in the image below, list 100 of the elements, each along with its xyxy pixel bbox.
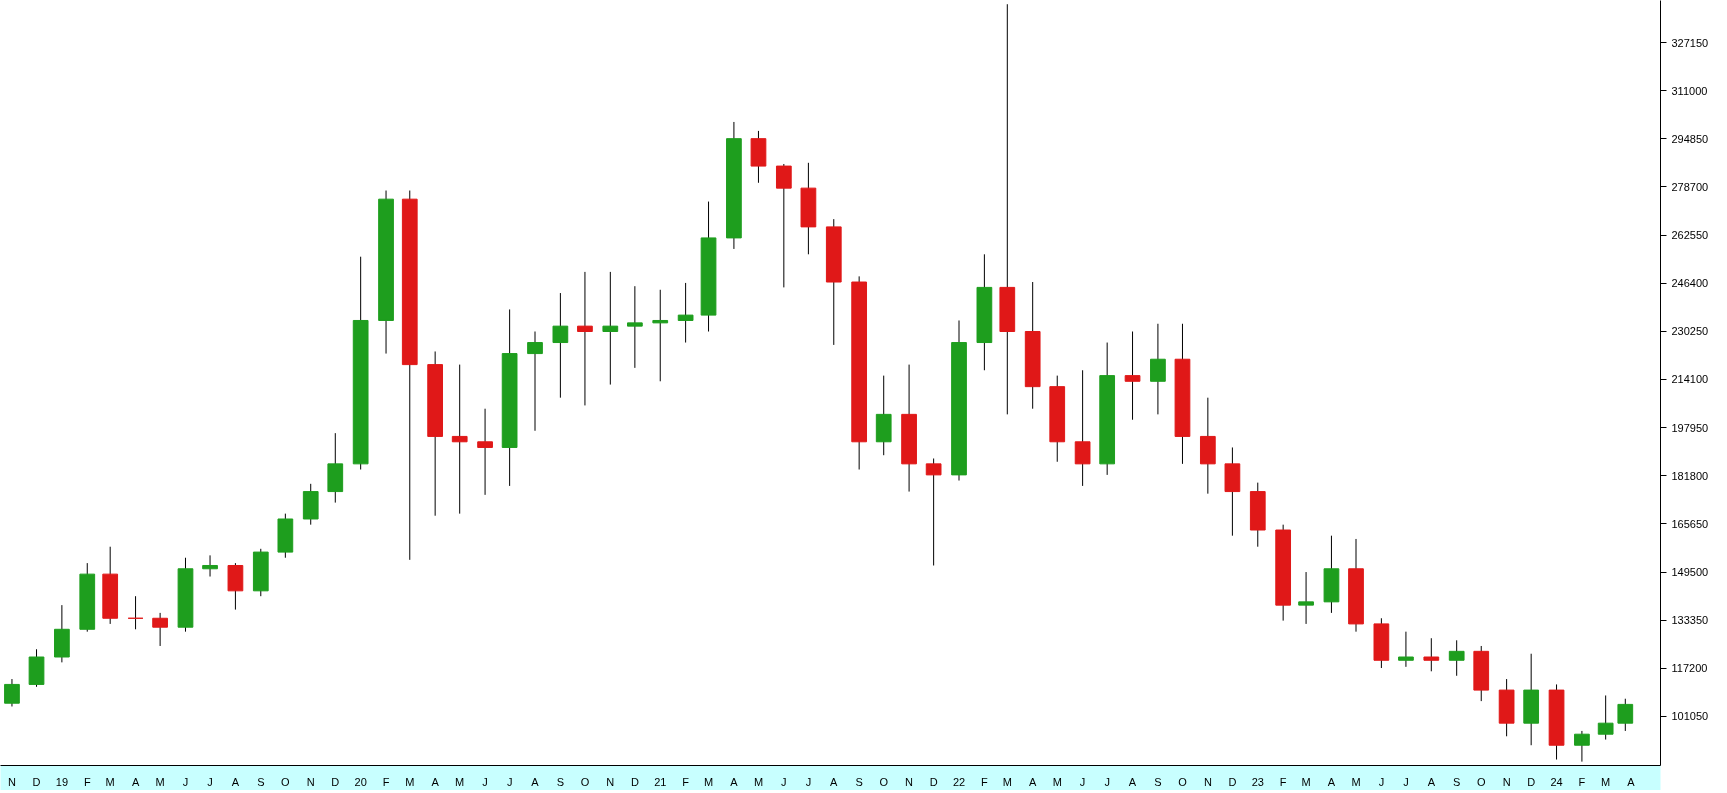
candlestick	[527, 331, 543, 432]
candlestick	[552, 292, 569, 399]
x-tick-label: N	[306, 775, 315, 788]
y-tick-label: 311000	[1671, 84, 1708, 97]
x-tick-label: N	[7, 775, 16, 788]
y-tick-label: 181800	[1671, 469, 1709, 482]
x-tick-label: M	[703, 775, 714, 788]
candlestick	[477, 408, 493, 496]
x-tick-label: F	[83, 775, 91, 788]
x-tick-label: F	[1578, 775, 1586, 788]
candlestick	[999, 3, 1016, 415]
x-tick-label: 21	[654, 775, 667, 788]
x-tick-label: A	[1029, 775, 1038, 788]
x-tick-label: J	[781, 775, 787, 788]
candlestick	[152, 612, 168, 647]
y-tick-label: 197950	[1671, 421, 1709, 434]
candlestick	[1124, 331, 1141, 421]
candlestick	[1448, 639, 1465, 677]
x-tick-label: D	[929, 775, 938, 788]
x-tick-label: 23	[1251, 775, 1264, 788]
x-tick-label: O	[879, 775, 889, 788]
x-tick-label: J	[182, 775, 189, 788]
x-tick-label: D	[331, 775, 340, 788]
x-tick-label: S	[556, 775, 565, 788]
x-tick-label: 19	[55, 775, 69, 788]
x-tick-label: J	[482, 775, 488, 788]
candlestick	[451, 364, 468, 515]
x-tick-label: J	[1378, 775, 1385, 788]
x-tick-label: N	[1203, 775, 1212, 788]
x-tick-label: F	[382, 775, 390, 788]
x-tick-label: F	[1279, 775, 1287, 788]
candlestick	[1617, 698, 1634, 732]
candlestick	[1574, 730, 1590, 763]
x-tick-label: M	[1351, 775, 1361, 788]
x-tick-label: S	[1453, 775, 1461, 788]
x-tick-label: M	[1301, 775, 1311, 788]
x-tick-label: J	[506, 775, 513, 788]
candlestick	[1423, 637, 1440, 672]
candlestick	[4, 678, 20, 707]
x-tick-label: D	[1527, 775, 1536, 788]
x-tick-label: O	[1178, 775, 1188, 788]
x-tick-label: S	[855, 775, 863, 788]
x-tick-label: M	[105, 775, 115, 788]
x-tick-label: D	[32, 775, 41, 788]
x-tick-label: 20	[354, 775, 367, 788]
x-tick-label: D	[1228, 775, 1237, 788]
x-tick-label: O	[281, 775, 291, 788]
y-tick-label: 133350	[1671, 614, 1709, 627]
x-tick-label: A	[231, 775, 240, 788]
x-tick-label: 24	[1550, 775, 1563, 788]
x-tick-label: N	[1502, 775, 1511, 788]
x-tick-label: M	[455, 775, 465, 788]
y-tick-label: 165650	[1671, 517, 1709, 530]
x-tick-label: A	[531, 775, 540, 788]
x-tick-label: A	[1427, 775, 1436, 788]
x-tick-label: M	[1052, 775, 1062, 788]
x-tick-label: M	[753, 775, 764, 788]
candlestick	[1150, 323, 1166, 415]
x-tick-label: F	[981, 775, 989, 788]
x-tick-label: J	[1104, 775, 1110, 788]
y-tick-label: 262550	[1671, 229, 1709, 242]
x-tick-label: A	[1627, 775, 1636, 788]
x-tick-label: M	[1601, 775, 1611, 788]
x-tick-label: D	[630, 775, 639, 788]
x-tick-label: J	[1403, 775, 1409, 788]
candlestick	[577, 271, 593, 406]
candlestick	[677, 282, 694, 344]
candlestick	[602, 271, 619, 386]
x-tick-label: S	[257, 775, 265, 788]
x-tick-label: S	[1154, 775, 1162, 788]
x-tick-label: O	[580, 775, 590, 788]
y-tick-label: 327150	[1671, 36, 1709, 49]
x-tick-label: N	[606, 775, 615, 788]
candlestick	[1398, 631, 1414, 668]
x-tick-label: M	[405, 775, 415, 788]
y-tick-label: 230250	[1671, 325, 1709, 338]
candlestick	[775, 163, 792, 288]
candlestick	[1298, 571, 1314, 625]
x-tick-label: M	[1002, 775, 1012, 788]
x-tick-label: A	[431, 775, 440, 788]
y-tick-label: 117200	[1671, 662, 1708, 675]
y-tick-label: 278700	[1671, 180, 1709, 193]
candlestick	[1597, 694, 1614, 741]
candlestick	[202, 554, 218, 578]
y-tick-label: 149500	[1671, 566, 1709, 579]
x-tick-label: N	[905, 775, 914, 788]
x-tick-label: A	[1128, 775, 1137, 788]
candlestick	[627, 285, 643, 369]
x-tick-label: O	[1476, 775, 1486, 788]
x-tick-label: J	[1079, 775, 1086, 788]
x-tick-label: F	[682, 775, 690, 788]
x-tick-label: J	[207, 775, 213, 788]
y-tick-label: 294850	[1671, 132, 1709, 145]
y-tick-label: 214100	[1671, 373, 1709, 386]
x-tick-label: 22	[952, 775, 966, 788]
x-tick-label: A	[730, 775, 739, 788]
candlestick	[1074, 369, 1091, 487]
candlestick	[925, 457, 942, 566]
y-tick-label: 101050	[1671, 710, 1709, 723]
x-tick-label: J	[805, 775, 812, 788]
